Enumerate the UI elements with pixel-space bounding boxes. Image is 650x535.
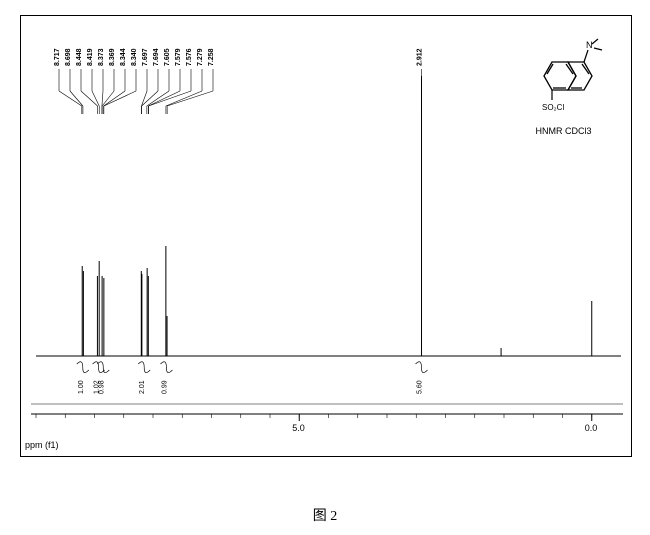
figure-caption: 图 2 [0, 505, 650, 525]
nmr-chart-frame: SO₂Cl N HNMR CDCl3 8.7178.6988.4488.4198… [20, 15, 632, 457]
integral-label: 5.60 [417, 380, 424, 394]
axis-tick-label: 5.0 [292, 423, 305, 433]
peak-label: 7.576 [186, 48, 193, 66]
peak-label: 8.419 [87, 48, 94, 66]
peak-label: 7.258 [208, 48, 215, 66]
peak-label: 7.279 [197, 48, 204, 66]
axis-tick-label: 0.0 [585, 423, 598, 433]
integral-label: 0.98 [98, 380, 105, 394]
peak-label: 8.340 [131, 48, 138, 66]
page: SO₂Cl N HNMR CDCl3 8.7178.6988.4488.4198… [0, 0, 650, 535]
peak-label: 8.344 [120, 48, 127, 66]
peak-label: 8.373 [98, 48, 105, 66]
peak-label: 7.579 [175, 48, 182, 66]
integral-label: 0.99 [161, 380, 168, 394]
peak-label: 7.694 [153, 48, 160, 66]
integral-label: 2.01 [139, 380, 146, 394]
peak-label: 8.369 [109, 48, 116, 66]
x-axis-title: ppm (f1) [25, 440, 59, 450]
peak-label: 8.448 [76, 48, 83, 66]
peak-label: 7.605 [164, 48, 171, 66]
peak-label: 8.717 [54, 48, 61, 66]
peak-label: 2.912 [416, 48, 423, 66]
spectrum-plot: 8.717 8.698 8.448 8.419 8.373 8.369 8.344 8.340… [21, 16, 631, 436]
peak-label: 7.697 [142, 48, 149, 66]
peak-label: 8.698 [65, 48, 72, 66]
integral-label: 1.00 [78, 380, 85, 394]
